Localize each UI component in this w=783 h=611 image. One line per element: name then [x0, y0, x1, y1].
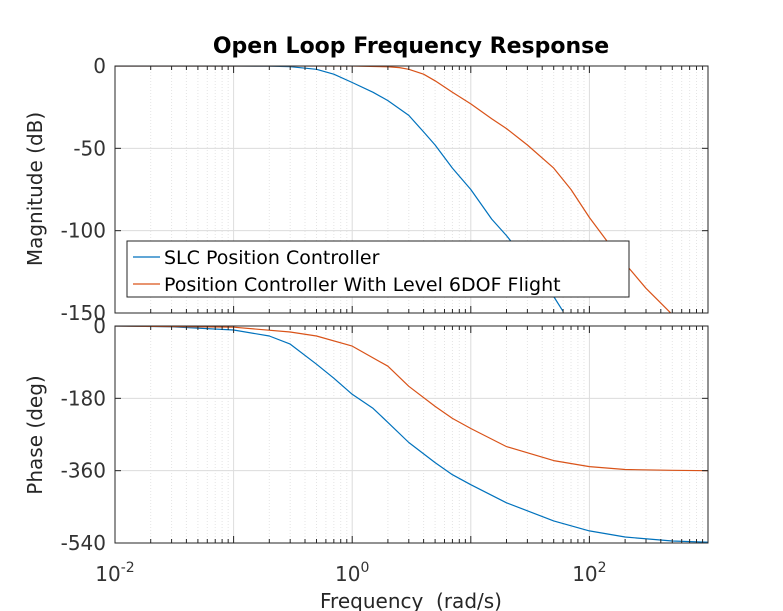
phase-series-line-1	[115, 326, 708, 472]
magnitude-y-tick-label: -50	[73, 136, 106, 160]
phase-y-tick-label: -360	[61, 459, 106, 483]
frequency-x-axis-label: Frequency (rad/s)	[320, 589, 502, 611]
magnitude-ticks	[114, 65, 708, 314]
legend-box	[126, 240, 630, 298]
phase-plot: 0 -180 -360 -540 10-2 100 102 Phase (deg) Fre…	[23, 314, 709, 611]
phase-ticks	[114, 325, 708, 544]
legend-entry-6dof: Position Controller With Level 6DOF Flig…	[164, 274, 561, 296]
x-tick-label: 102	[572, 560, 606, 586]
legend-entry-slc: SLC Position Controller	[164, 247, 380, 269]
magnitude-y-tick-labels: 0 -50 -100 -150	[61, 54, 106, 325]
x-tick-label: 10-2	[95, 560, 134, 586]
legend: SLC Position Controller Position Control…	[126, 240, 630, 298]
magnitude-y-tick-label: -100	[61, 219, 106, 243]
phase-y-tick-label: -540	[61, 531, 106, 555]
chart-title: Open Loop Frequency Response	[213, 34, 609, 59]
magnitude-plot: 0 -50 -100 -150 Magnitude (dB) SLC Position…	[23, 54, 709, 325]
magnitude-y-tick-label: 0	[93, 54, 106, 78]
phase-y-axis-label: Phase (deg)	[23, 375, 47, 494]
phase-series-line-0	[115, 326, 708, 543]
phase-y-tick-label: 0	[93, 314, 106, 338]
magnitude-y-axis-label: Magnitude (dB)	[23, 112, 47, 266]
frequency-x-tick-labels: 10-2 100 102	[95, 560, 606, 586]
x-tick-label: 100	[335, 560, 369, 586]
magnitude-y-tick-label: -150	[61, 301, 106, 325]
phase-series	[115, 326, 708, 543]
phase-y-tick-label: -180	[61, 386, 106, 410]
phase-y-tick-labels: 0 -180 -360 -540	[61, 314, 106, 555]
